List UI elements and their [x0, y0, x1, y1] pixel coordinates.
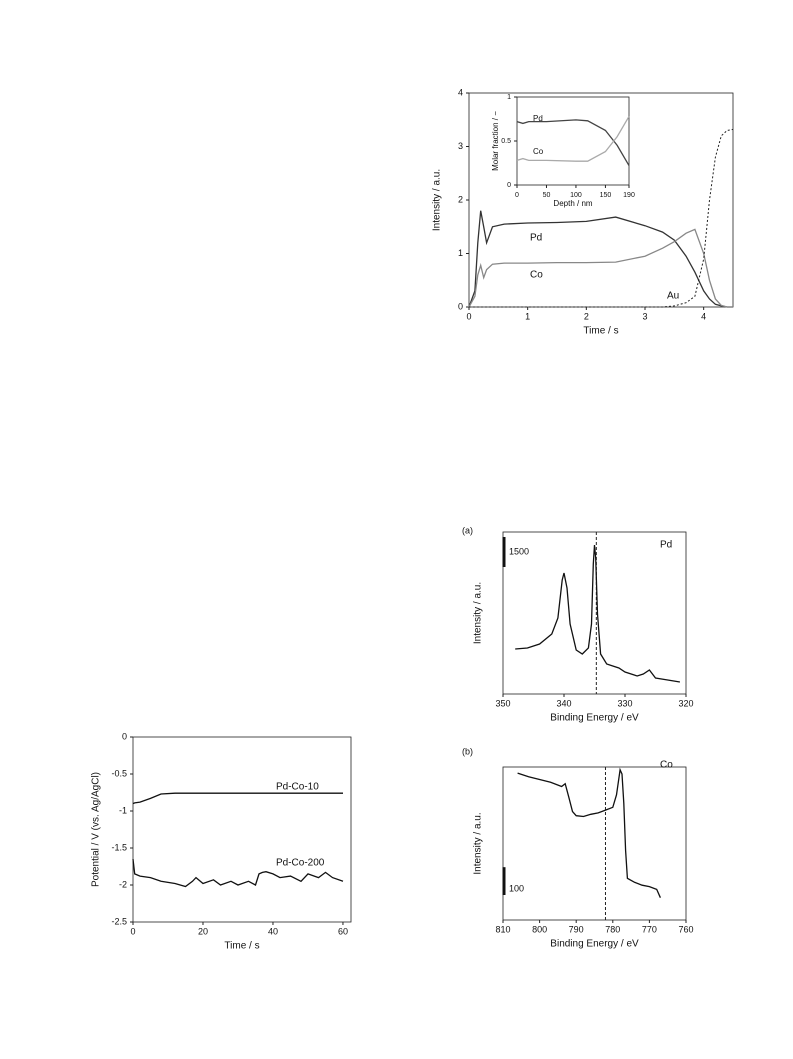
- x-tick-label: 770: [642, 924, 657, 934]
- y-tick-label: 1: [507, 94, 511, 101]
- x-tick-label: 330: [617, 698, 632, 708]
- x-tick-label: 790: [569, 924, 584, 934]
- y-tick-label: 3: [458, 141, 463, 151]
- x-tick-label: 50: [543, 192, 551, 199]
- y-axis-label: Potential / V (vs. Ag/AgCl): [91, 772, 102, 887]
- y-tick-label: 0.5: [501, 138, 511, 145]
- y-axis-label: Intensity / a.u.: [432, 169, 443, 231]
- series-label: Pd: [530, 233, 542, 244]
- plot-frame: [516, 96, 630, 186]
- y-tick-label: -2: [119, 879, 127, 889]
- x-tick-label: 20: [198, 926, 208, 936]
- data-line: [132, 859, 344, 888]
- x-tick-label: 4: [701, 311, 706, 321]
- panel-label: (a): [462, 525, 473, 535]
- series-label: Pd-Co-10: [276, 782, 319, 793]
- x-tick-label: 0: [130, 926, 135, 936]
- x-tick-label: 760: [678, 924, 693, 934]
- y-tick-label: -2.5: [111, 916, 127, 926]
- x-tick-label: 810: [495, 924, 510, 934]
- y-tick-label: 1: [458, 248, 463, 258]
- data-line: [516, 119, 630, 166]
- x-axis-label: Time / s: [583, 326, 618, 337]
- series-label: Pd-Co-200: [276, 858, 325, 869]
- y-axis-label: Intensity / a.u.: [473, 582, 484, 644]
- scale-bar-label: 100: [509, 883, 524, 893]
- x-axis-label: Depth / nm: [553, 199, 592, 208]
- x-axis-label: Time / s: [224, 941, 259, 952]
- element-label: Pd: [660, 540, 672, 551]
- data-line: [515, 544, 681, 683]
- y-tick-label: 0: [458, 301, 463, 311]
- x-tick-label: 40: [268, 926, 278, 936]
- y-tick-label: 4: [458, 87, 463, 97]
- plot-frame: [132, 736, 352, 923]
- y-axis-label: Molar fraction / −: [491, 111, 500, 171]
- data-line: [517, 767, 661, 898]
- series-label: Au: [667, 291, 679, 302]
- panel-label: (b): [462, 746, 473, 756]
- x-tick-label: 0: [466, 311, 471, 321]
- x-axis-label: Binding Energy / eV: [550, 939, 639, 950]
- x-tick-label: 100: [570, 192, 582, 199]
- y-tick-label: -1: [119, 805, 127, 815]
- x-tick-label: 780: [605, 924, 620, 934]
- x-tick-label: 150: [600, 192, 612, 199]
- data-line: [468, 228, 733, 308]
- plot-frame: [502, 531, 687, 695]
- y-tick-label: -0.5: [111, 768, 127, 778]
- x-axis-label: Binding Energy / eV: [550, 713, 639, 724]
- data-line: [469, 128, 734, 308]
- series-label: Co: [530, 270, 543, 281]
- x-tick-label: 60: [338, 926, 348, 936]
- x-tick-label: 350: [495, 698, 510, 708]
- series-label: Co: [533, 147, 544, 156]
- x-tick-label: 340: [556, 698, 571, 708]
- data-line: [132, 792, 343, 805]
- y-tick-label: 2: [458, 194, 463, 204]
- x-tick-label: 3: [642, 311, 647, 321]
- data-line: [516, 116, 630, 162]
- x-tick-label: 0: [515, 192, 519, 199]
- y-tick-label: 0: [507, 182, 511, 189]
- y-tick-label: -1.5: [111, 842, 127, 852]
- data-line: [468, 210, 733, 308]
- x-tick-label: 2: [584, 311, 589, 321]
- x-tick-label: 1: [525, 311, 530, 321]
- x-tick-label: 320: [678, 698, 693, 708]
- scale-bar-label: 1500: [509, 546, 529, 556]
- y-tick-label: 0: [122, 731, 127, 741]
- y-axis-label: Intensity / a.u.: [473, 812, 484, 874]
- series-label: Pd: [533, 114, 543, 123]
- plot-frame: [502, 766, 687, 921]
- x-tick-label: 800: [532, 924, 547, 934]
- x-tick-label: 190: [623, 192, 635, 199]
- element-label: Co: [660, 760, 673, 771]
